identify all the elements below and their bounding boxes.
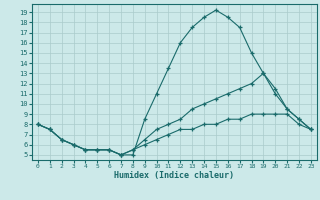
X-axis label: Humidex (Indice chaleur): Humidex (Indice chaleur) [115, 171, 234, 180]
